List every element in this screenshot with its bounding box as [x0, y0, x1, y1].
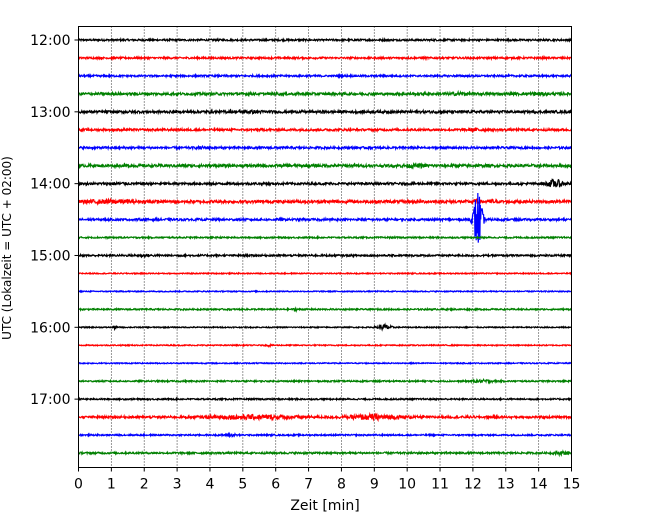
trace-line [77, 411, 572, 423]
trace-line [77, 108, 573, 116]
x-tick-label: 6 [271, 477, 280, 493]
y-tick-label: 14:00 [30, 177, 70, 193]
x-tick-label: 11 [431, 477, 449, 493]
trace-line [78, 126, 572, 134]
x-tick-label: 1 [107, 477, 116, 493]
x-axis-ticks: 0 1 2 3 4 5 6 7 8 9 10 11 12 13 14 15 [74, 467, 581, 493]
y-tick-label: 15:00 [30, 248, 70, 264]
x-axis-label: Zeit [min] [290, 498, 359, 514]
trace-line [77, 377, 572, 385]
x-tick-label: 4 [206, 477, 215, 493]
trace-line [77, 431, 572, 439]
x-tick-label: 0 [74, 477, 83, 493]
trace-line [77, 289, 572, 294]
x-tick-label: 5 [238, 477, 247, 493]
trace-line [77, 54, 573, 62]
trace-line [77, 252, 572, 259]
trace-line [77, 361, 572, 366]
x-tick-label: 2 [140, 477, 149, 493]
x-tick-label: 15 [563, 477, 581, 493]
x-tick-label: 13 [497, 477, 515, 493]
y-axis-label: UTC (Lokalzeit = UTC + 02:00) [0, 156, 14, 340]
x-tick-label: 14 [530, 477, 548, 493]
x-tick-label: 8 [337, 477, 346, 493]
y-tick-label: 13:00 [30, 105, 70, 121]
y-axis-ticks: 12:00 13:00 14:00 15:00 16:00 17:00 [30, 33, 79, 408]
y-tick-label: 17:00 [30, 392, 70, 408]
trace-line [78, 72, 572, 80]
trace-line [78, 144, 572, 152]
trace-line [77, 197, 573, 207]
trace-line [78, 449, 572, 458]
x-tick-label: 12 [464, 477, 482, 493]
trace-line [78, 271, 573, 276]
trace-line [77, 162, 573, 171]
y-tick-label: 12:00 [30, 33, 70, 49]
trace-line [77, 178, 572, 188]
x-tick-label: 3 [173, 477, 182, 493]
trace-line [78, 322, 572, 332]
trace-line [78, 234, 573, 241]
trace-line [78, 396, 572, 402]
y-tick-label: 16:00 [30, 320, 70, 336]
trace-line [78, 306, 572, 313]
trace-line [77, 89, 573, 98]
x-tick-label: 7 [304, 477, 313, 493]
x-tick-label: 9 [370, 477, 379, 493]
trace-line [78, 342, 573, 349]
trace-line [77, 36, 572, 44]
x-tick-label: 10 [398, 477, 416, 493]
trace-line [77, 192, 573, 243]
plot-frame [78, 26, 572, 468]
trace-series [77, 36, 573, 458]
